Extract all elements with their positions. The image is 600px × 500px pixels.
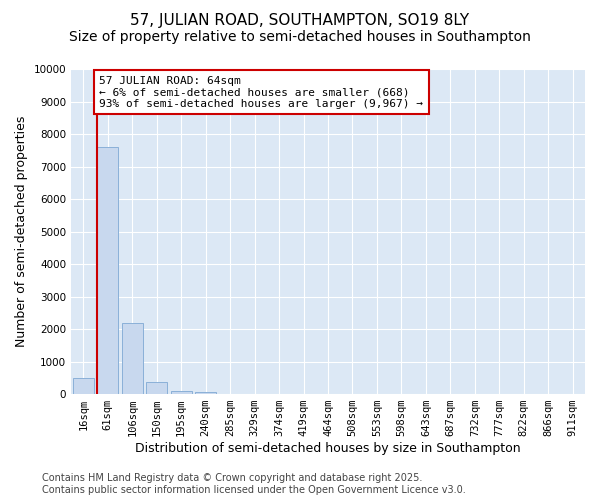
Text: Contains HM Land Registry data © Crown copyright and database right 2025.
Contai: Contains HM Land Registry data © Crown c… bbox=[42, 474, 466, 495]
Bar bbox=[195, 392, 216, 394]
Bar bbox=[146, 382, 167, 394]
X-axis label: Distribution of semi-detached houses by size in Southampton: Distribution of semi-detached houses by … bbox=[135, 442, 521, 455]
Bar bbox=[97, 147, 118, 394]
Text: 57 JULIAN ROAD: 64sqm
← 6% of semi-detached houses are smaller (668)
93% of semi: 57 JULIAN ROAD: 64sqm ← 6% of semi-detac… bbox=[100, 76, 424, 108]
Text: 57, JULIAN ROAD, SOUTHAMPTON, SO19 8LY: 57, JULIAN ROAD, SOUTHAMPTON, SO19 8LY bbox=[130, 12, 470, 28]
Bar bbox=[122, 322, 143, 394]
Bar bbox=[171, 391, 191, 394]
Y-axis label: Number of semi-detached properties: Number of semi-detached properties bbox=[15, 116, 28, 347]
Bar bbox=[73, 378, 94, 394]
Text: Size of property relative to semi-detached houses in Southampton: Size of property relative to semi-detach… bbox=[69, 30, 531, 44]
